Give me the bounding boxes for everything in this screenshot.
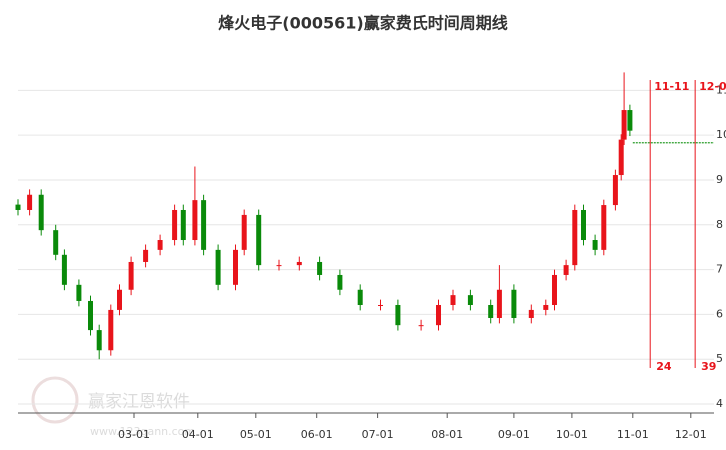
candle-body xyxy=(317,261,323,275)
candle-body xyxy=(467,295,473,305)
candle-body xyxy=(157,240,163,250)
watermark-text: 赢家江恩软件 xyxy=(88,392,190,412)
candle-body xyxy=(592,240,598,250)
y-tick-label: 6 xyxy=(716,307,723,320)
y-tick-label: 4 xyxy=(716,397,723,410)
candle-body xyxy=(15,204,21,210)
candle-body xyxy=(436,304,441,326)
y-tick-label: 9 xyxy=(716,173,723,186)
cycle-bottom-label: 39 xyxy=(701,360,716,373)
candle-body xyxy=(296,261,302,266)
candle-body xyxy=(621,110,627,140)
candle-body xyxy=(172,209,178,241)
candle-body xyxy=(38,194,44,231)
cycle-bottom-label: 24 xyxy=(656,360,672,373)
candle-body xyxy=(27,194,33,210)
x-tick-label: 04-01 xyxy=(182,428,214,441)
candle-body xyxy=(601,205,607,250)
candle-body xyxy=(241,214,247,250)
y-tick-label: 5 xyxy=(716,352,723,365)
candle-body xyxy=(528,309,534,318)
candle-body xyxy=(143,249,149,262)
candle-body xyxy=(96,330,102,351)
cycle-top-label: 12-0 xyxy=(699,80,726,93)
candle-body xyxy=(450,295,456,305)
x-tick-label: 07-01 xyxy=(362,428,394,441)
candle-body xyxy=(53,230,59,255)
y-tick-label: 10 xyxy=(716,128,726,141)
candle-body xyxy=(496,289,502,318)
candle-body xyxy=(378,304,383,306)
x-tick-label: 03-01 xyxy=(118,428,150,441)
candle-body xyxy=(128,261,134,290)
candle-body xyxy=(276,265,282,267)
candle-body xyxy=(180,209,186,241)
x-tick-label: 05-01 xyxy=(240,428,272,441)
candle-body xyxy=(192,200,198,241)
x-tick-label: 10-01 xyxy=(556,428,588,441)
candle-body xyxy=(88,300,93,331)
y-tick-label: 11 xyxy=(716,83,726,96)
candle-body xyxy=(215,249,221,285)
chart-title: 烽火电子(000561)赢家费氏时间周期线 xyxy=(218,14,507,33)
candle-body xyxy=(511,289,517,318)
candle-body xyxy=(201,200,207,250)
candle-body xyxy=(337,274,343,290)
candle-body xyxy=(117,289,122,310)
x-tick-label: 09-01 xyxy=(498,428,530,441)
watermark-url: www.123gann.com xyxy=(90,425,195,438)
candle-body xyxy=(61,254,67,285)
candle-body xyxy=(581,209,586,241)
y-tick-label: 8 xyxy=(716,218,723,231)
candle-body xyxy=(563,265,569,275)
candle-body xyxy=(108,309,114,351)
x-tick-label: 11-01 xyxy=(617,428,649,441)
candle-body xyxy=(627,110,633,131)
candle-body xyxy=(618,139,624,176)
x-tick-label: 08-01 xyxy=(431,428,463,441)
candle-body xyxy=(395,304,401,326)
candle-body xyxy=(76,284,82,301)
candle-body xyxy=(552,274,557,305)
x-tick-label: 06-01 xyxy=(301,428,333,441)
cycle-top-label: 11-11 xyxy=(654,80,689,93)
watermark-logo xyxy=(31,376,79,424)
candle-body xyxy=(543,304,549,310)
candle-body xyxy=(256,214,262,266)
candle-body xyxy=(488,304,494,318)
watermark: 赢家江恩软件 www.123gann.com xyxy=(31,376,195,438)
candle-body xyxy=(612,175,618,206)
candle-body xyxy=(233,249,238,285)
y-tick-label: 7 xyxy=(716,263,723,276)
candle-body xyxy=(572,209,578,266)
x-tick-label: 12-01 xyxy=(675,428,707,441)
candle-body xyxy=(357,289,363,305)
candle-body xyxy=(418,325,424,327)
